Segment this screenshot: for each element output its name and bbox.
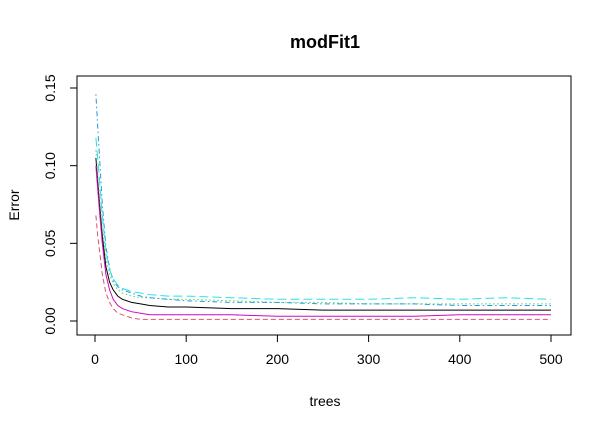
series-line-2 — [95, 215, 551, 320]
y-tick-label: 0.10 — [42, 152, 58, 179]
x-axis: 0 100 200 300 400 500 — [91, 334, 563, 367]
chart-title: modFit1 — [290, 32, 360, 52]
x-tick-label: 0 — [91, 351, 99, 367]
y-axis-label: Error — [6, 189, 22, 220]
y-tick-label: 0.15 — [42, 74, 58, 101]
series-line-4 — [95, 94, 551, 306]
x-tick-label: 200 — [266, 351, 290, 367]
x-axis-label: trees — [309, 393, 340, 409]
series-line-5 — [95, 137, 552, 300]
y-tick-label: 0.05 — [42, 229, 58, 256]
series-line-1 — [95, 157, 551, 311]
series-line-6 — [95, 165, 551, 317]
y-tick-label: 0.00 — [42, 307, 58, 334]
x-tick-label: 300 — [357, 351, 381, 367]
series-layer — [95, 94, 552, 320]
y-axis: 0.00 0.05 0.10 0.15 — [42, 74, 78, 335]
x-tick-label: 100 — [175, 351, 199, 367]
x-tick-label: 400 — [448, 351, 472, 367]
x-tick-label: 500 — [539, 351, 563, 367]
